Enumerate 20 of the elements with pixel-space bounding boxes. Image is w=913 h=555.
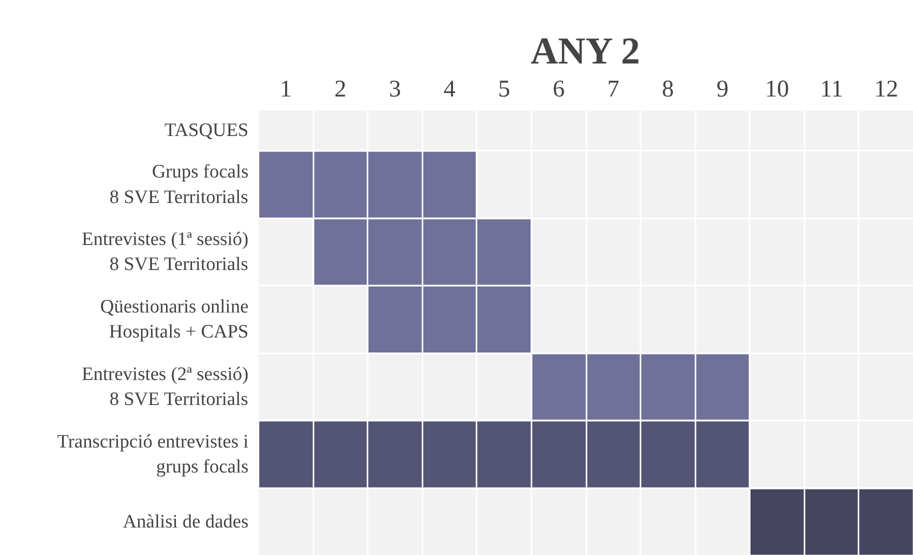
chart-title: ANY 2 (530, 30, 640, 72)
x-tick-label: 8 (662, 76, 674, 102)
y-tick-label: Entrevistes (2ª sessió) 8 SVE Territorials (82, 364, 249, 410)
x-tick-label: 6 (552, 76, 565, 102)
x-tick-label: 12 (874, 76, 898, 102)
y-axis-title: TASQUES (164, 120, 249, 142)
x-tick-label: 9 (716, 76, 728, 102)
x-tick-label: 7 (607, 76, 620, 102)
x-tick-label: 4 (444, 76, 456, 102)
x-tick-label: 11 (820, 76, 844, 102)
y-tick-label: Qüestionaris online Hospitals + CAPS (100, 296, 249, 343)
y-tick-label: Grups focals 8 SVE Territorials (109, 162, 249, 208)
x-tick-label: 2 (334, 76, 346, 102)
x-tick-label: 3 (388, 76, 401, 102)
x-tick-label: 1 (280, 76, 292, 102)
y-tick-label: Transcripció entrevistes i grups focals (57, 431, 249, 478)
y-tick-label: Anàlisi de dades (122, 511, 248, 532)
x-tick-label: 5 (498, 76, 510, 102)
x-tick-label: 10 (765, 76, 790, 102)
y-tick-label: Entrevistes (1ª sessió) 8 SVE Territorials (82, 228, 249, 276)
